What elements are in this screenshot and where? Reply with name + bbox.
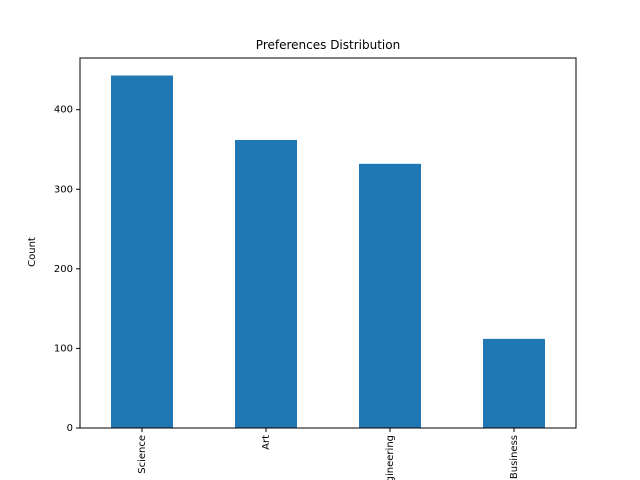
bar-science	[111, 75, 173, 429]
bar-business	[483, 338, 545, 428]
plot-area	[111, 75, 545, 429]
y-tick-label: 200	[54, 264, 73, 275]
bar-engineering	[359, 163, 421, 429]
x-axis: Science Art Engineering Business	[137, 428, 520, 480]
y-tick-label: 100	[54, 343, 73, 354]
axes-frame	[79, 57, 577, 429]
bar-art	[235, 139, 297, 429]
x-tick-label: Art	[261, 435, 272, 450]
y-axis-label: Count	[27, 237, 38, 267]
chart-title: Preferences Distribution	[256, 38, 400, 52]
x-tick-label: Engineering	[385, 435, 396, 480]
y-tick-label: 0	[67, 423, 73, 434]
y-axis: 0 100 200 300 400	[54, 105, 80, 434]
x-tick-label: Business	[509, 435, 520, 479]
y-tick-label: 300	[54, 184, 73, 195]
x-tick-label: Science	[137, 435, 148, 474]
y-tick-label: 400	[54, 105, 73, 116]
